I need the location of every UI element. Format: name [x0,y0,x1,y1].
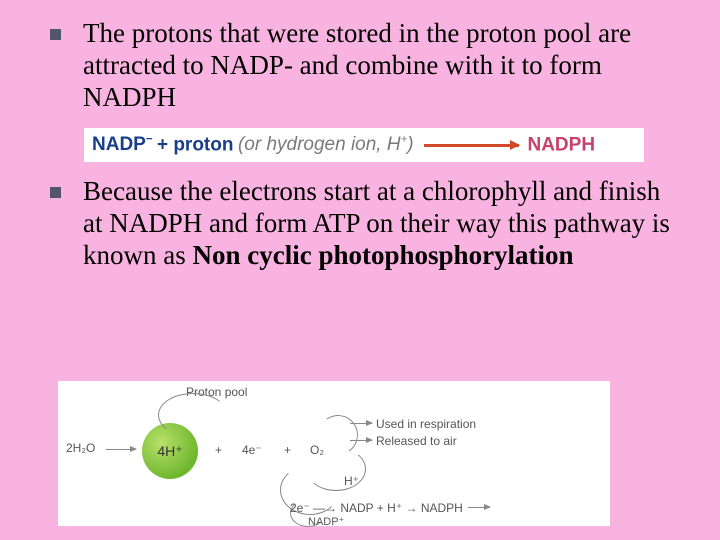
bullet-1-text: The protons that were stored in the prot… [83,18,670,114]
arrow-icon [106,449,136,450]
arrow-icon [468,507,490,508]
bullet-2: Because the electrons start at a chlorop… [50,176,670,272]
electrons4-label: 4e⁻ [242,443,262,457]
eqn-product: NADPH [527,134,595,155]
eqn-paren: (or hydrogen ion, H+) [238,134,414,155]
bullet-marker [50,29,61,40]
used-label: Used in respiration [376,417,476,431]
bottom-line-label: 2e⁻ —→ NADP + H⁺ → NADPH [290,501,463,515]
eqn-lhs-a: NADP− [92,134,153,155]
nadp-plus-label: NADP⁺ [308,515,344,528]
bullet-2-text: Because the electrons start at a chlorop… [83,176,670,272]
arrow-icon [350,440,372,441]
water-label: 2H₂O [66,441,95,455]
eqn-plus: + [157,134,173,155]
plus-label: + [284,443,291,457]
bullet-1: The protons that were stored in the prot… [50,18,670,114]
arrow-icon [350,423,372,424]
equation-strip: NADP− + proton (or hydrogen ion, H+) NAD… [84,128,644,162]
slide-body: The protons that were stored in the prot… [0,0,720,295]
eqn-lhs-b: proton [173,134,233,155]
bullet-marker [50,187,61,198]
eqn-arrow-icon [424,144,519,147]
plus-label: + [215,443,222,457]
hplus-label: H⁺ [344,474,359,488]
diagram-panel: Proton pool 2H₂O 4H⁺ + 4e⁻ + O₂ Used in … [58,381,610,526]
arc-icon [158,393,228,437]
released-label: Released to air [376,434,457,448]
